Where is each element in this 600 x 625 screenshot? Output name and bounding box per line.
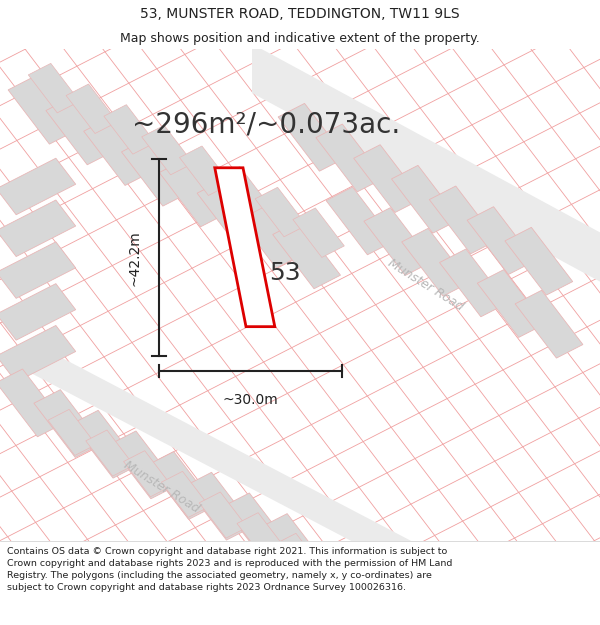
Polygon shape (440, 249, 507, 317)
Text: ~296m²/~0.073ac.: ~296m²/~0.073ac. (132, 111, 400, 139)
Polygon shape (0, 369, 64, 437)
Polygon shape (0, 326, 76, 382)
Polygon shape (0, 200, 76, 256)
Polygon shape (197, 179, 265, 248)
Polygon shape (293, 208, 344, 258)
Polygon shape (28, 63, 80, 113)
Polygon shape (402, 228, 469, 296)
Polygon shape (215, 168, 275, 327)
Polygon shape (104, 104, 155, 154)
Polygon shape (72, 411, 139, 478)
Polygon shape (48, 409, 96, 456)
Polygon shape (124, 451, 172, 497)
Polygon shape (185, 472, 253, 540)
Polygon shape (84, 118, 151, 186)
Polygon shape (161, 471, 209, 518)
Polygon shape (252, 44, 600, 285)
Polygon shape (86, 430, 134, 476)
Text: ~42.2m: ~42.2m (128, 230, 142, 286)
Text: Map shows position and indicative extent of the property.: Map shows position and indicative extent… (120, 31, 480, 44)
Polygon shape (255, 188, 307, 237)
Polygon shape (235, 200, 302, 268)
Polygon shape (148, 452, 215, 519)
Text: Contains OS data © Crown copyright and database right 2021. This information is : Contains OS data © Crown copyright and d… (7, 548, 452, 592)
Text: Munster Road: Munster Road (122, 458, 202, 515)
Polygon shape (515, 290, 583, 358)
Polygon shape (110, 431, 177, 499)
Polygon shape (467, 207, 535, 274)
Polygon shape (261, 514, 328, 581)
Polygon shape (46, 97, 113, 165)
Polygon shape (223, 493, 290, 561)
Polygon shape (199, 492, 247, 538)
Polygon shape (430, 186, 497, 254)
Polygon shape (0, 284, 76, 340)
Polygon shape (392, 166, 459, 233)
Polygon shape (364, 208, 431, 276)
Polygon shape (273, 221, 340, 289)
Polygon shape (217, 167, 269, 216)
Polygon shape (34, 389, 101, 458)
Polygon shape (275, 533, 323, 579)
Text: Munster Road: Munster Road (386, 256, 466, 313)
Polygon shape (142, 126, 193, 175)
Polygon shape (122, 138, 189, 206)
Polygon shape (66, 84, 118, 134)
Polygon shape (505, 228, 572, 295)
Text: 53, MUNSTER ROAD, TEDDINGTON, TW11 9LS: 53, MUNSTER ROAD, TEDDINGTON, TW11 9LS (140, 7, 460, 21)
Polygon shape (0, 354, 420, 546)
Text: ~30.0m: ~30.0m (223, 394, 278, 408)
Polygon shape (0, 242, 76, 298)
Polygon shape (237, 512, 285, 559)
Polygon shape (0, 158, 76, 215)
Polygon shape (179, 146, 231, 196)
Polygon shape (160, 159, 227, 227)
Polygon shape (278, 103, 346, 171)
Polygon shape (8, 76, 76, 144)
Polygon shape (316, 124, 383, 192)
Polygon shape (326, 187, 394, 255)
Polygon shape (354, 145, 421, 212)
Polygon shape (478, 269, 545, 338)
Text: 53: 53 (269, 261, 301, 284)
